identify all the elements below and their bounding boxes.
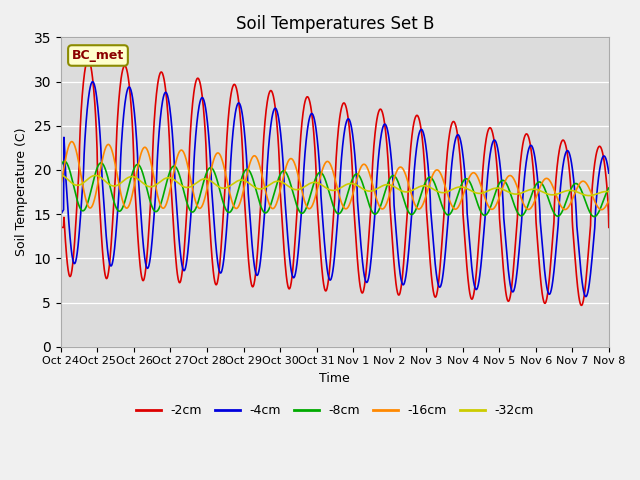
- Line: -2cm: -2cm: [61, 60, 609, 305]
- -16cm: [420, 199, 428, 204]
- -8cm: [591, 214, 598, 219]
- -8cm: [166, 169, 173, 175]
- -16cm: [179, 148, 187, 154]
- -4cm: [420, 133, 428, 139]
- -2cm: [241, 196, 248, 202]
- Line: -4cm: -4cm: [61, 82, 609, 297]
- -8cm: [61, 158, 68, 164]
- -2cm: [166, 146, 173, 152]
- -4cm: [89, 79, 97, 84]
- -4cm: [492, 139, 500, 144]
- -4cm: [179, 267, 187, 273]
- -4cm: [540, 263, 548, 268]
- -32cm: [166, 175, 173, 180]
- -32cm: [57, 172, 65, 178]
- -16cm: [605, 198, 612, 204]
- -8cm: [420, 182, 428, 188]
- -32cm: [605, 189, 612, 194]
- -4cm: [241, 129, 248, 135]
- -32cm: [492, 185, 499, 191]
- -2cm: [577, 302, 585, 308]
- Line: -8cm: -8cm: [61, 161, 609, 216]
- -4cm: [582, 294, 590, 300]
- Legend: -2cm, -4cm, -8cm, -16cm, -32cm: -2cm, -4cm, -8cm, -16cm, -32cm: [131, 399, 539, 422]
- Line: -32cm: -32cm: [61, 175, 609, 195]
- -8cm: [492, 189, 500, 195]
- Line: -16cm: -16cm: [61, 142, 609, 210]
- -8cm: [57, 163, 65, 168]
- -4cm: [57, 211, 65, 217]
- -16cm: [241, 183, 248, 189]
- -2cm: [605, 225, 612, 230]
- -32cm: [585, 192, 593, 198]
- Y-axis label: Soil Temperature (C): Soil Temperature (C): [15, 128, 28, 256]
- -4cm: [605, 170, 612, 176]
- -32cm: [540, 190, 548, 195]
- -16cm: [598, 207, 605, 213]
- -8cm: [179, 186, 187, 192]
- -32cm: [420, 183, 428, 189]
- -2cm: [179, 260, 187, 266]
- -16cm: [57, 182, 65, 188]
- -8cm: [540, 184, 548, 190]
- -2cm: [84, 57, 92, 62]
- -2cm: [540, 300, 548, 305]
- X-axis label: Time: Time: [319, 372, 350, 385]
- -32cm: [179, 183, 187, 189]
- -2cm: [420, 156, 428, 162]
- -4cm: [166, 105, 173, 111]
- -16cm: [540, 177, 548, 182]
- -16cm: [492, 203, 500, 209]
- Text: BC_met: BC_met: [72, 49, 124, 62]
- Title: Soil Temperatures Set B: Soil Temperatures Set B: [236, 15, 434, 33]
- -2cm: [57, 225, 65, 230]
- -32cm: [240, 178, 248, 183]
- -2cm: [492, 151, 500, 156]
- -8cm: [241, 168, 248, 174]
- -16cm: [166, 188, 173, 194]
- -16cm: [68, 139, 76, 144]
- -8cm: [605, 185, 612, 191]
